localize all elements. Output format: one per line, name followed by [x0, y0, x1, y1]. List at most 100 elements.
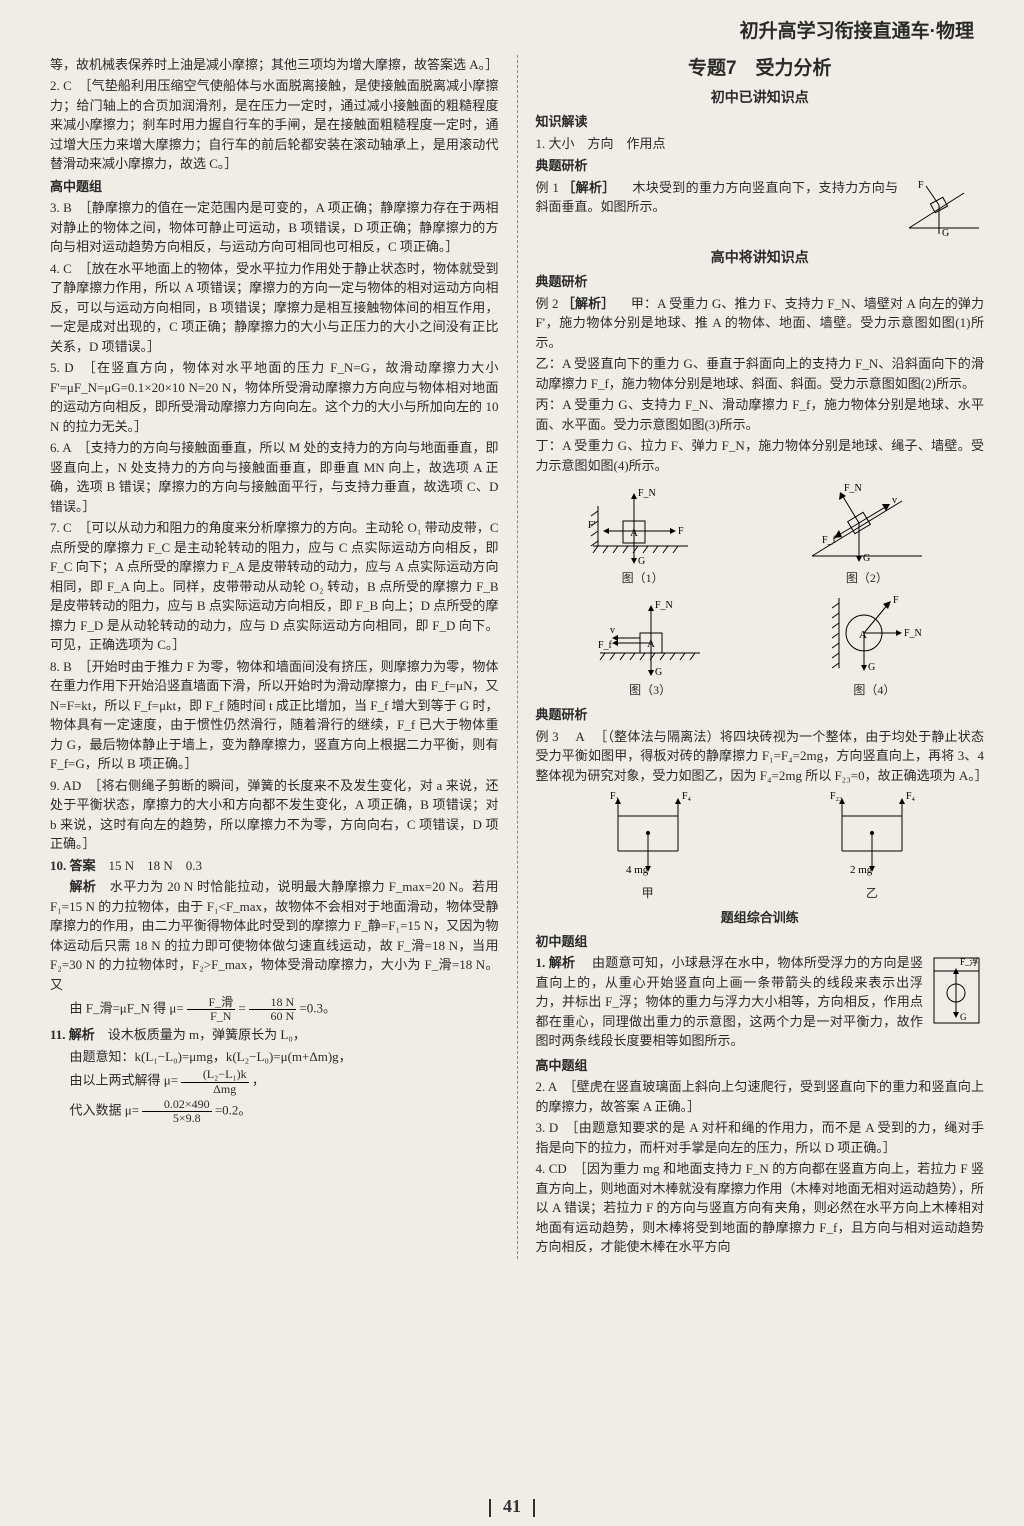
tzzh-head: 题组综合训练 — [536, 908, 985, 928]
dtyx-head: 典题研析 — [536, 156, 985, 176]
zsjd-1: 1. 大小 方向 作用点 — [536, 134, 985, 154]
q11-3-end: ， — [252, 1073, 265, 1088]
fig-row-1: A F_N F F' G 图（1） F_N v F_f G — [536, 481, 985, 587]
q5: 5. D ［在竖直方向，物体对水平地面的压力 F_N=G，故滑动摩擦力大小 F'… — [50, 358, 499, 436]
svg-text:F': F' — [588, 520, 596, 531]
svg-text:v: v — [610, 625, 615, 636]
ex3-label: 例 3 — [536, 729, 559, 744]
q10-frac2: 18 N 60 N — [249, 996, 296, 1023]
svg-text:G: G — [638, 556, 645, 566]
figure-2: F_N v F_f G 图（2） — [802, 481, 932, 587]
svg-text:F_浮: F_浮 — [960, 956, 979, 967]
figB-lbl: 乙 — [812, 884, 932, 902]
gz3: 3. D ［由题意知要求的是 A 对杆和绳的作用力，而不是 A 受到的力，绳对手… — [536, 1118, 985, 1157]
figure-1: A F_N F F' G 图（1） — [588, 481, 698, 587]
q10-frac1: F_滑 F_N — [187, 996, 235, 1023]
svg-text:F_f: F_f — [598, 640, 613, 651]
svg-text:F₄: F₄ — [682, 791, 692, 802]
ex1-label: 例 1 — [536, 180, 559, 195]
fig3-label: 图（3） — [590, 681, 710, 699]
q11-label: 11. 解析 — [50, 1027, 95, 1042]
q10-jx-label: 解析 — [70, 879, 97, 894]
svg-text:F_N: F_N — [638, 488, 656, 499]
ex1-tag: ［解析］ — [562, 180, 615, 195]
column-divider — [517, 55, 518, 1259]
svg-text:G: G — [655, 667, 662, 678]
frac-top: 18 N — [249, 996, 296, 1010]
fig-row-2: A F_N v F_f G 图（3） A F F_N G 图 — [536, 593, 985, 699]
intro-text: 等，故机械表保养时上油是减小摩擦；其他三项均为增大摩擦，故答案选 A。］ — [50, 55, 499, 75]
q11-frac1: (L₂−L₁)k Δmg — [181, 1068, 248, 1095]
q7: 7. C ［可以从动力和阻力的角度来分析摩擦力的方向。主动轮 O₁ 带动皮带，C… — [50, 518, 499, 655]
right-column: 专题7 受力分析 初中已讲知识点 知识解读 1. 大小 方向 作用点 典题研析 … — [536, 55, 985, 1259]
ex2-label: 例 2 — [536, 296, 559, 311]
cz-head: 初中题组 — [536, 932, 985, 952]
q10-eq-prefix: 由 F_滑=μF_N 得 μ= — [70, 1001, 184, 1016]
q10-jx: 解析 水平力为 20 N 时恰能拉动，说明最大静摩擦力 F_max=20 N。若… — [50, 877, 499, 994]
figure-jia: F₁ F₄ 4 mg 甲 — [588, 791, 708, 902]
left-column: 等，故机械表保养时上油是减小摩擦；其他三项均为增大摩擦，故答案选 A。］ 2. … — [50, 55, 499, 1259]
q11-line1: 11. 解析 设木板质量为 m，弹簧原长为 L₀， — [50, 1025, 499, 1045]
svg-text:v: v — [892, 495, 897, 506]
ex3-ans: A — [562, 729, 584, 744]
q3: 3. B ［静摩擦力的值在一定范围内是可变的，A 项正确；静摩擦力存在于两相对静… — [50, 198, 499, 257]
q10-eq-end: =0.3。 — [299, 1001, 336, 1016]
svg-text:F₄: F₄ — [906, 791, 916, 802]
ex1: F G 例 1 ［解析］ 木块受到的重力方向竖直向下，支持力方向与斜面垂直。如图… — [536, 178, 985, 217]
figure-4: A F F_N G 图（4） — [819, 593, 929, 699]
ex1-figure: F G — [904, 178, 984, 244]
q10-eq-mid: = — [238, 1001, 245, 1016]
ex2-jia: 例 2 ［解析］ 甲：A 受重力 G、推力 F、支持力 F_N、墙壁对 A 向左… — [536, 294, 985, 353]
frac-bot: Δmg — [181, 1083, 248, 1096]
q10-eq: 由 F_滑=μF_N 得 μ= F_滑 F_N = 18 N 60 N =0.3… — [50, 996, 499, 1023]
ex2-tag: ［解析］ — [562, 296, 615, 311]
q11-frac2: 0.02×490 5×9.8 — [142, 1098, 211, 1125]
gaozhong-head: 高中题组 — [50, 177, 499, 197]
figure-yi: F₂₃ F₄ 2 mg 乙 — [812, 791, 932, 902]
q9: 9. AD ［将右侧绳子剪断的瞬间，弹簧的长度来不及发生变化，对 a 来说，还处… — [50, 776, 499, 854]
sub-title-1: 初中已讲知识点 — [536, 87, 985, 108]
frac-top: 0.02×490 — [142, 1098, 211, 1112]
ex2-bing: 丙：A 受重力 G、支持力 F_N、滑动摩擦力 F_f，施力物体分别是地球、水平… — [536, 395, 985, 434]
fig1-label: 图（1） — [588, 569, 698, 587]
q11-4: 代入数据 μ= 0.02×490 5×9.8 =0.2。 — [50, 1098, 499, 1125]
ex3-body: ［（整体法与隔离法）将四块砖视为一个整体，由于均处于静止状态受力平衡如图甲，得板… — [536, 729, 988, 783]
svg-text:F_f: F_f — [822, 535, 837, 546]
topic-title: 专题7 受力分析 — [536, 55, 985, 84]
svg-text:F: F — [893, 595, 899, 606]
q10-jx-body: 水平力为 20 N 时恰能拉动，说明最大静摩擦力 F_max=20 N。若用 F… — [50, 879, 499, 992]
cz1-figure: F_浮 G — [929, 953, 984, 1034]
dtyx2-head: 典题研析 — [536, 272, 985, 292]
frac-top: F_滑 — [187, 996, 235, 1010]
svg-text:G: G — [960, 1012, 967, 1022]
cz1-body: 由题意可知，小球悬浮在水中，物体所受浮力的方向是竖直向上的，从重心开始竖直向上画… — [536, 955, 924, 1048]
sub-title-2: 高中将讲知识点 — [536, 247, 985, 268]
q11-4-prefix: 代入数据 μ= — [70, 1102, 140, 1117]
q6: 6. A ［支持力的方向与接触面垂直，所以 M 处的支持力的方向与地面垂直，即竖… — [50, 438, 499, 516]
frac-bot: 5×9.8 — [142, 1112, 211, 1125]
zsjd-head: 知识解读 — [536, 112, 985, 132]
q11-1: 设木板质量为 m，弹簧原长为 L₀， — [95, 1027, 306, 1042]
frac-bot: 60 N — [249, 1010, 296, 1023]
page-number: 41 — [0, 1493, 1024, 1520]
figA-lbl: 甲 — [588, 884, 708, 902]
q10-ans-val: 15 N 18 N 0.3 — [96, 858, 203, 873]
svg-text:G: G — [942, 228, 949, 238]
fig4-label: 图（4） — [819, 681, 929, 699]
q11-3: 由以上两式解得 μ= (L₂−L₁)k Δmg ， — [50, 1068, 499, 1095]
svg-text:F₂₃: F₂₃ — [830, 791, 843, 802]
q8: 8. B ［开始时由于推力 F 为零，物体和墙面间没有挤压，则摩擦力为零，物体在… — [50, 657, 499, 774]
q4: 4. C ［放在水平地面上的物体，受水平拉力作用处于静止状态时，物体就受到了静摩… — [50, 259, 499, 357]
page-header: 初升高学习衔接直通车·物理 — [50, 18, 984, 47]
cz1-label: 1. 解析 — [536, 955, 576, 970]
ex3: 例 3 A ［（整体法与隔离法）将四块砖视为一个整体，由于均处于静止状态受力平衡… — [536, 727, 985, 786]
gz-head2: 高中题组 — [536, 1056, 985, 1076]
svg-text:F_N: F_N — [904, 628, 922, 639]
q11-2: 由题意知：k(L₁−L₀)=μmg，k(L₂−L₀)=μ(m+Δm)g， — [50, 1047, 499, 1067]
gz4: 4. CD ［因为重力 mg 和地面支持力 F_N 的方向都在竖直方向上，若拉力… — [536, 1159, 985, 1257]
q2: 2. C ［气垫船利用压缩空气使船体与水面脱离接触，是使接触面脱离减小摩擦力；给… — [50, 76, 499, 174]
svg-text:F_N: F_N — [655, 600, 673, 611]
ex2-ding: 丁：A 受重力 G、拉力 F、弹力 F_N，施力物体分别是地球、绳子、墙壁。受力… — [536, 436, 985, 475]
svg-text:F₁: F₁ — [610, 791, 619, 802]
frac-top: (L₂−L₁)k — [181, 1068, 248, 1082]
